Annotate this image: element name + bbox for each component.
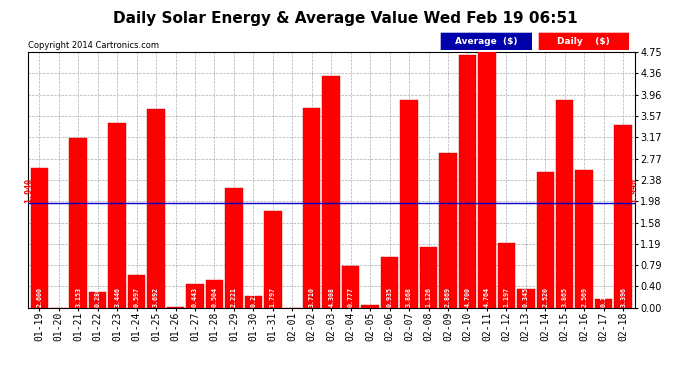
Text: 0.164: 0.164 — [601, 287, 607, 307]
Text: 2.221: 2.221 — [231, 287, 237, 307]
Bar — [556, 100, 573, 308]
Bar — [575, 170, 593, 308]
Bar — [108, 123, 126, 308]
Bar — [225, 188, 243, 308]
Text: 3.692: 3.692 — [153, 287, 159, 307]
Bar — [381, 257, 398, 307]
Text: 2.520: 2.520 — [542, 287, 549, 307]
Bar — [595, 299, 613, 307]
Text: 0.597: 0.597 — [134, 287, 139, 307]
Bar — [420, 247, 437, 308]
Text: 3.153: 3.153 — [75, 287, 81, 307]
Text: 0.504: 0.504 — [211, 287, 217, 307]
Bar — [70, 138, 87, 308]
Bar — [186, 284, 204, 308]
Text: 1.197: 1.197 — [503, 287, 509, 307]
Bar — [167, 307, 184, 308]
Text: 4.308: 4.308 — [328, 287, 334, 307]
Text: 1.940: 1.940 — [24, 178, 33, 203]
Bar — [614, 125, 632, 308]
Text: 1.940: 1.940 — [629, 178, 638, 203]
Text: 3.446: 3.446 — [114, 287, 120, 307]
Text: 3.710: 3.710 — [308, 287, 315, 307]
Text: Daily Solar Energy & Average Value Wed Feb 19 06:51: Daily Solar Energy & Average Value Wed F… — [112, 11, 578, 26]
Text: 0.286: 0.286 — [95, 287, 101, 307]
Text: 2.869: 2.869 — [445, 287, 451, 307]
Text: 0.212: 0.212 — [250, 287, 257, 307]
Bar — [400, 100, 418, 308]
Text: 0.777: 0.777 — [348, 287, 354, 307]
Bar — [303, 108, 320, 307]
Text: 2.569: 2.569 — [581, 287, 587, 307]
Text: 4.764: 4.764 — [484, 287, 490, 307]
Text: 0.345: 0.345 — [523, 287, 529, 307]
Text: 3.865: 3.865 — [562, 287, 568, 307]
Bar — [362, 305, 379, 308]
Text: 0.935: 0.935 — [386, 287, 393, 307]
Bar — [89, 292, 106, 308]
Bar — [517, 289, 535, 308]
Bar — [244, 296, 262, 307]
Text: 4.700: 4.700 — [464, 287, 471, 307]
Bar — [322, 76, 340, 308]
Bar — [342, 266, 359, 308]
Text: 3.396: 3.396 — [620, 287, 626, 307]
Bar — [264, 211, 282, 308]
Text: 0.443: 0.443 — [192, 287, 198, 307]
Text: Copyright 2014 Cartronics.com: Copyright 2014 Cartronics.com — [28, 41, 159, 50]
Bar — [30, 168, 48, 308]
Bar — [128, 276, 146, 308]
Text: 3.868: 3.868 — [406, 287, 412, 307]
Bar — [537, 172, 554, 308]
Bar — [147, 109, 165, 307]
Bar — [206, 280, 223, 308]
Bar — [478, 52, 495, 308]
Bar — [459, 55, 476, 308]
Bar — [497, 243, 515, 308]
Text: 1.126: 1.126 — [426, 287, 431, 307]
Text: 1.797: 1.797 — [270, 287, 276, 307]
Bar — [440, 153, 457, 308]
Text: 2.600: 2.600 — [37, 287, 42, 307]
